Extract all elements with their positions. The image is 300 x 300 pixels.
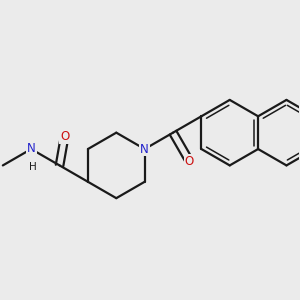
Text: O: O [60, 130, 69, 143]
Text: H: H [29, 162, 37, 172]
Text: O: O [185, 154, 194, 167]
Text: N: N [140, 142, 149, 155]
Text: N: N [27, 142, 36, 154]
